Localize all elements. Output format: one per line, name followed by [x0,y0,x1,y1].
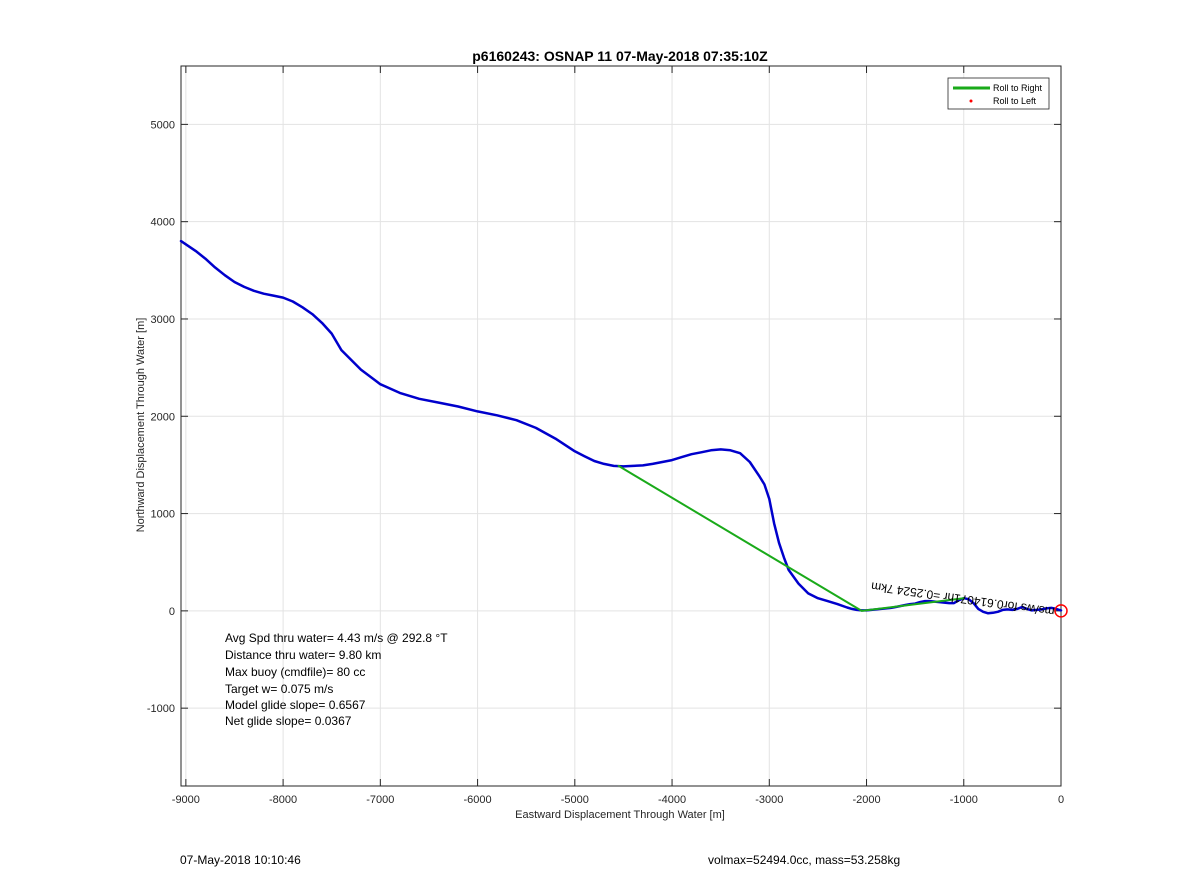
x-tick-label: -6000 [464,794,492,806]
stat-max-buoy: Max buoy (cmdfile)= 80 cc [225,665,365,679]
y-tick-label: 3000 [151,314,175,326]
stat-model-glide-slope: Model glide slope= 0.6567 [225,698,366,712]
legend-label-roll-left: Roll to Left [993,96,1037,106]
x-tick-label: -5000 [561,794,589,806]
stats-block: Avg Spd thru water= 4.43 m/s @ 292.8 °T … [225,631,448,728]
trajectory-line [179,239,1063,615]
stat-target-w: Target w= 0.075 m/s [225,682,333,696]
x-tick-label: -1000 [950,794,978,806]
x-tick-label: -7000 [366,794,394,806]
y-tick-label: 0 [169,606,175,618]
legend-swatch-roll-left [969,99,973,103]
roll-right-line [617,464,965,612]
legend: Roll to Right Roll to Left [947,77,1050,110]
y-tick-label: 1000 [151,509,175,521]
x-axis-label: Eastward Displacement Through Water [m] [515,809,725,821]
slope-annotation: ms/ws for0.614071hr =0.2524 7km [870,579,1055,619]
footer-mass-info: volmax=52494.0cc, mass=53.258kg [708,853,901,867]
x-tick-label: -3000 [755,794,783,806]
chart-title: p6160243: OSNAP 11 07-May-2018 07:35:10Z [472,48,768,64]
y-tick-label: 4000 [151,217,175,229]
y-tick-label: -1000 [147,703,175,715]
x-tick-label: -2000 [852,794,880,806]
y-tick-label: 5000 [151,119,175,131]
legend-label-roll-right: Roll to Right [993,83,1043,93]
stat-net-glide-slope: Net glide slope= 0.0367 [225,714,352,728]
stat-distance: Distance thru water= 9.80 km [225,648,381,662]
axis-ticks: -9000 -8000 -7000 -6000 -5000 -4000 -3000 -2000… [147,66,1064,806]
data-series [179,239,1068,618]
y-axis-label: Northward Displacement Through Water [m] [135,318,147,533]
stat-avg-speed: Avg Spd thru water= 4.43 m/s @ 292.8 °T [225,631,448,645]
plot-area [180,65,1062,787]
x-tick-label: -4000 [658,794,686,806]
legend-box [947,77,1050,110]
y-tick-label: 2000 [151,411,175,423]
x-tick-label: 0 [1058,794,1064,806]
end-position-marker [1054,604,1068,618]
footer-timestamp: 07-May-2018 10:10:46 [180,853,301,867]
x-tick-label: -9000 [172,794,200,806]
grid-lines [181,66,1062,786]
x-tick-label: -8000 [269,794,297,806]
